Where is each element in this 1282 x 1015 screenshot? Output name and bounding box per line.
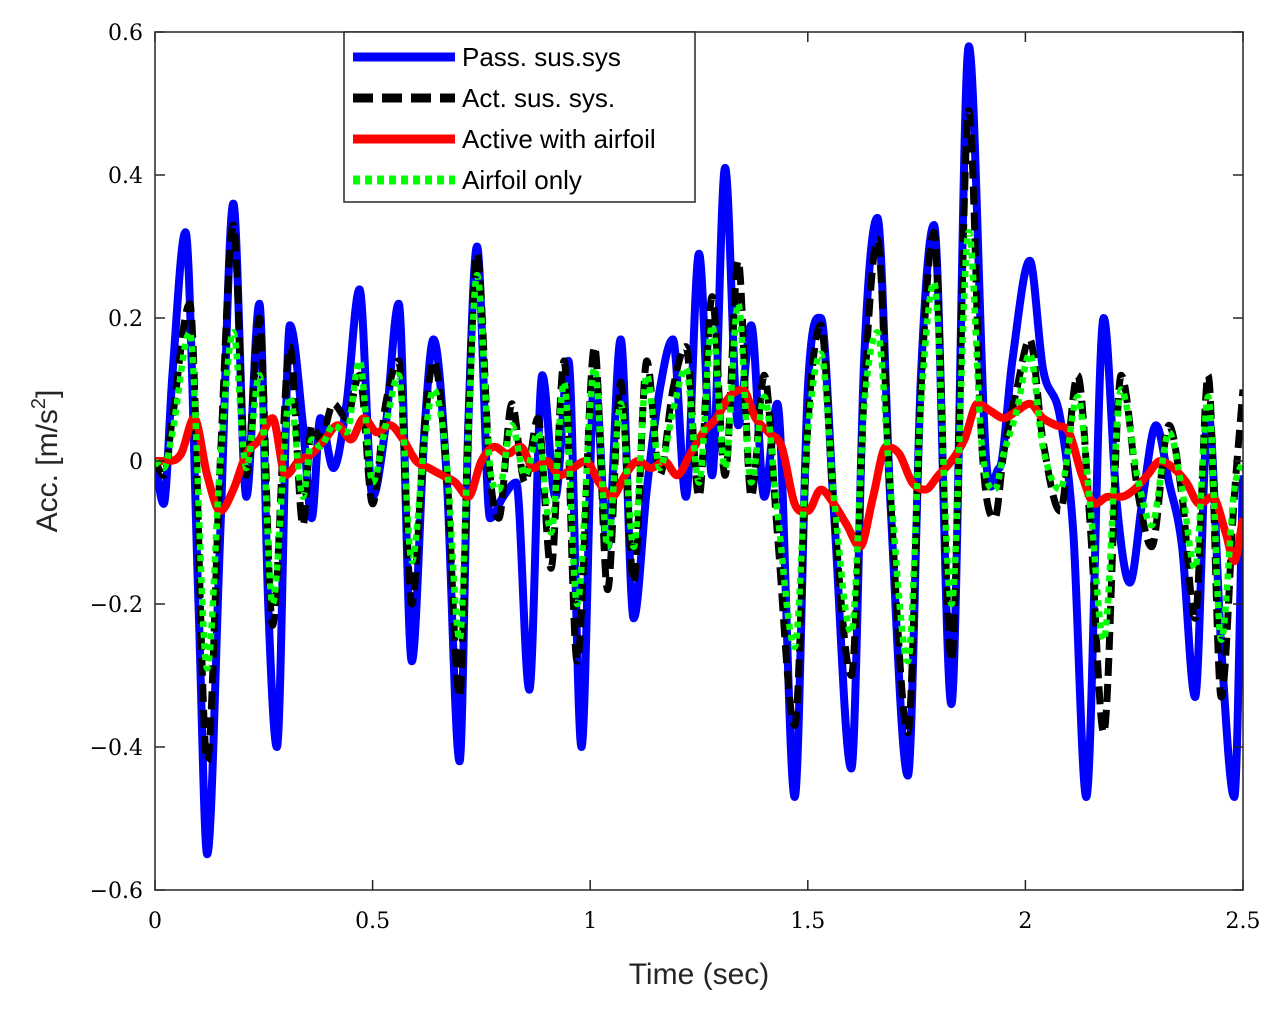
tick-layer: 0 0.5 1 1.5 2 2.5 −0.6 −0.4 −0.2 0 0.2 0.4 0.6: [90, 21, 1261, 934]
legend-label-active-airfoil: Active with airfoil: [462, 124, 656, 154]
y-tick-label: −0.2: [90, 593, 143, 618]
series-layer: [155, 42, 1243, 859]
y-tick-label: 0.6: [108, 21, 143, 46]
x-tick-label: 1.5: [790, 909, 825, 934]
y-tick-label: 0: [129, 450, 143, 475]
x-tick-label: 2.5: [1226, 909, 1261, 934]
series-line-airfoil-only: [155, 228, 1243, 672]
y-tick-label: 0.2: [108, 307, 143, 332]
x-tick-label: 1: [583, 909, 597, 934]
x-tick-label: 0: [148, 909, 162, 934]
legend-label-airfoil-only: Airfoil only: [462, 165, 582, 195]
legend-label-passive: Pass. sus.sys: [462, 42, 621, 72]
y-axis-title-exponent: 2: [28, 398, 50, 409]
y-axis-title: Acc. [m/s2]: [28, 390, 64, 533]
y-axis-title-end: ]: [31, 390, 64, 398]
x-tick-label: 2: [1018, 909, 1032, 934]
series-line-passive: [155, 42, 1243, 859]
x-axis-title: Time (sec): [629, 958, 770, 991]
legend-label-active: Act. sus. sys.: [462, 83, 615, 113]
y-axis-title-main: Acc. [m/s: [31, 409, 64, 532]
y-tick-label: −0.4: [90, 736, 143, 761]
y-tick-label: 0.4: [108, 164, 143, 189]
legend: Pass. sus.sys Act. sus. sys. Active with…: [343, 31, 696, 203]
x-tick-label: 0.5: [355, 909, 390, 934]
y-tick-label: −0.6: [90, 879, 143, 904]
